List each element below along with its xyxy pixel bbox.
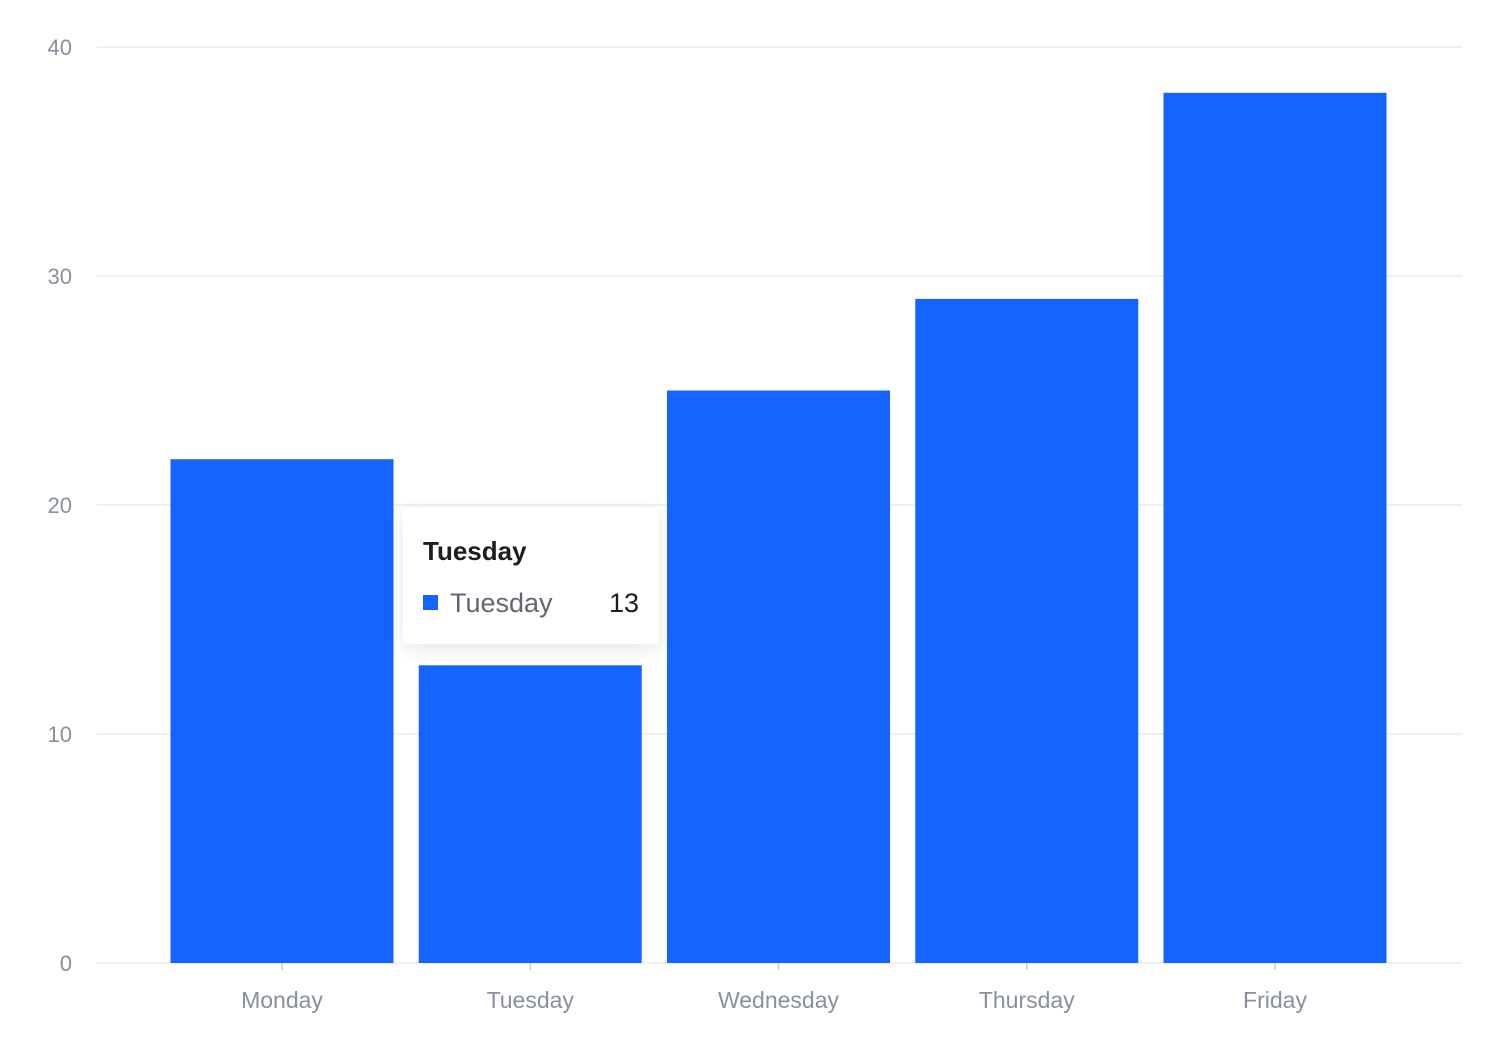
bar-tuesday[interactable] xyxy=(418,665,642,963)
x-axis-labels: Monday Tuesday Wednesday Thursday Friday xyxy=(241,987,1307,1013)
tooltip: Tuesday Tuesday 13 xyxy=(403,508,659,644)
tooltip-title: Tuesday xyxy=(423,536,527,566)
tooltip-row: Tuesday 13 xyxy=(423,588,639,620)
x-tick-label: Wednesday xyxy=(718,987,840,1013)
x-tick-label: Monday xyxy=(241,987,323,1013)
x-tick-label: Tuesday xyxy=(487,987,575,1013)
tooltip-value: 13 xyxy=(608,588,639,618)
bar-monday[interactable] xyxy=(170,459,394,963)
tooltip-swatch-icon xyxy=(423,595,438,610)
x-axis-ticks xyxy=(281,963,1276,970)
bars xyxy=(170,92,1387,964)
x-tick-label: Thursday xyxy=(979,987,1075,1013)
y-tick-label: 40 xyxy=(48,35,72,60)
y-axis-labels: 0 10 20 30 40 xyxy=(48,35,72,976)
bar-thursday[interactable] xyxy=(915,298,1139,963)
x-tick-label: Friday xyxy=(1243,987,1307,1013)
bar-friday[interactable] xyxy=(1163,92,1387,964)
bar-wednesday[interactable] xyxy=(667,390,890,964)
y-tick-label: 10 xyxy=(48,722,72,747)
y-tick-label: 30 xyxy=(48,264,72,289)
y-tick-label: 0 xyxy=(60,951,72,976)
y-tick-label: 20 xyxy=(48,493,72,518)
tooltip-series-label: Tuesday xyxy=(450,588,553,618)
